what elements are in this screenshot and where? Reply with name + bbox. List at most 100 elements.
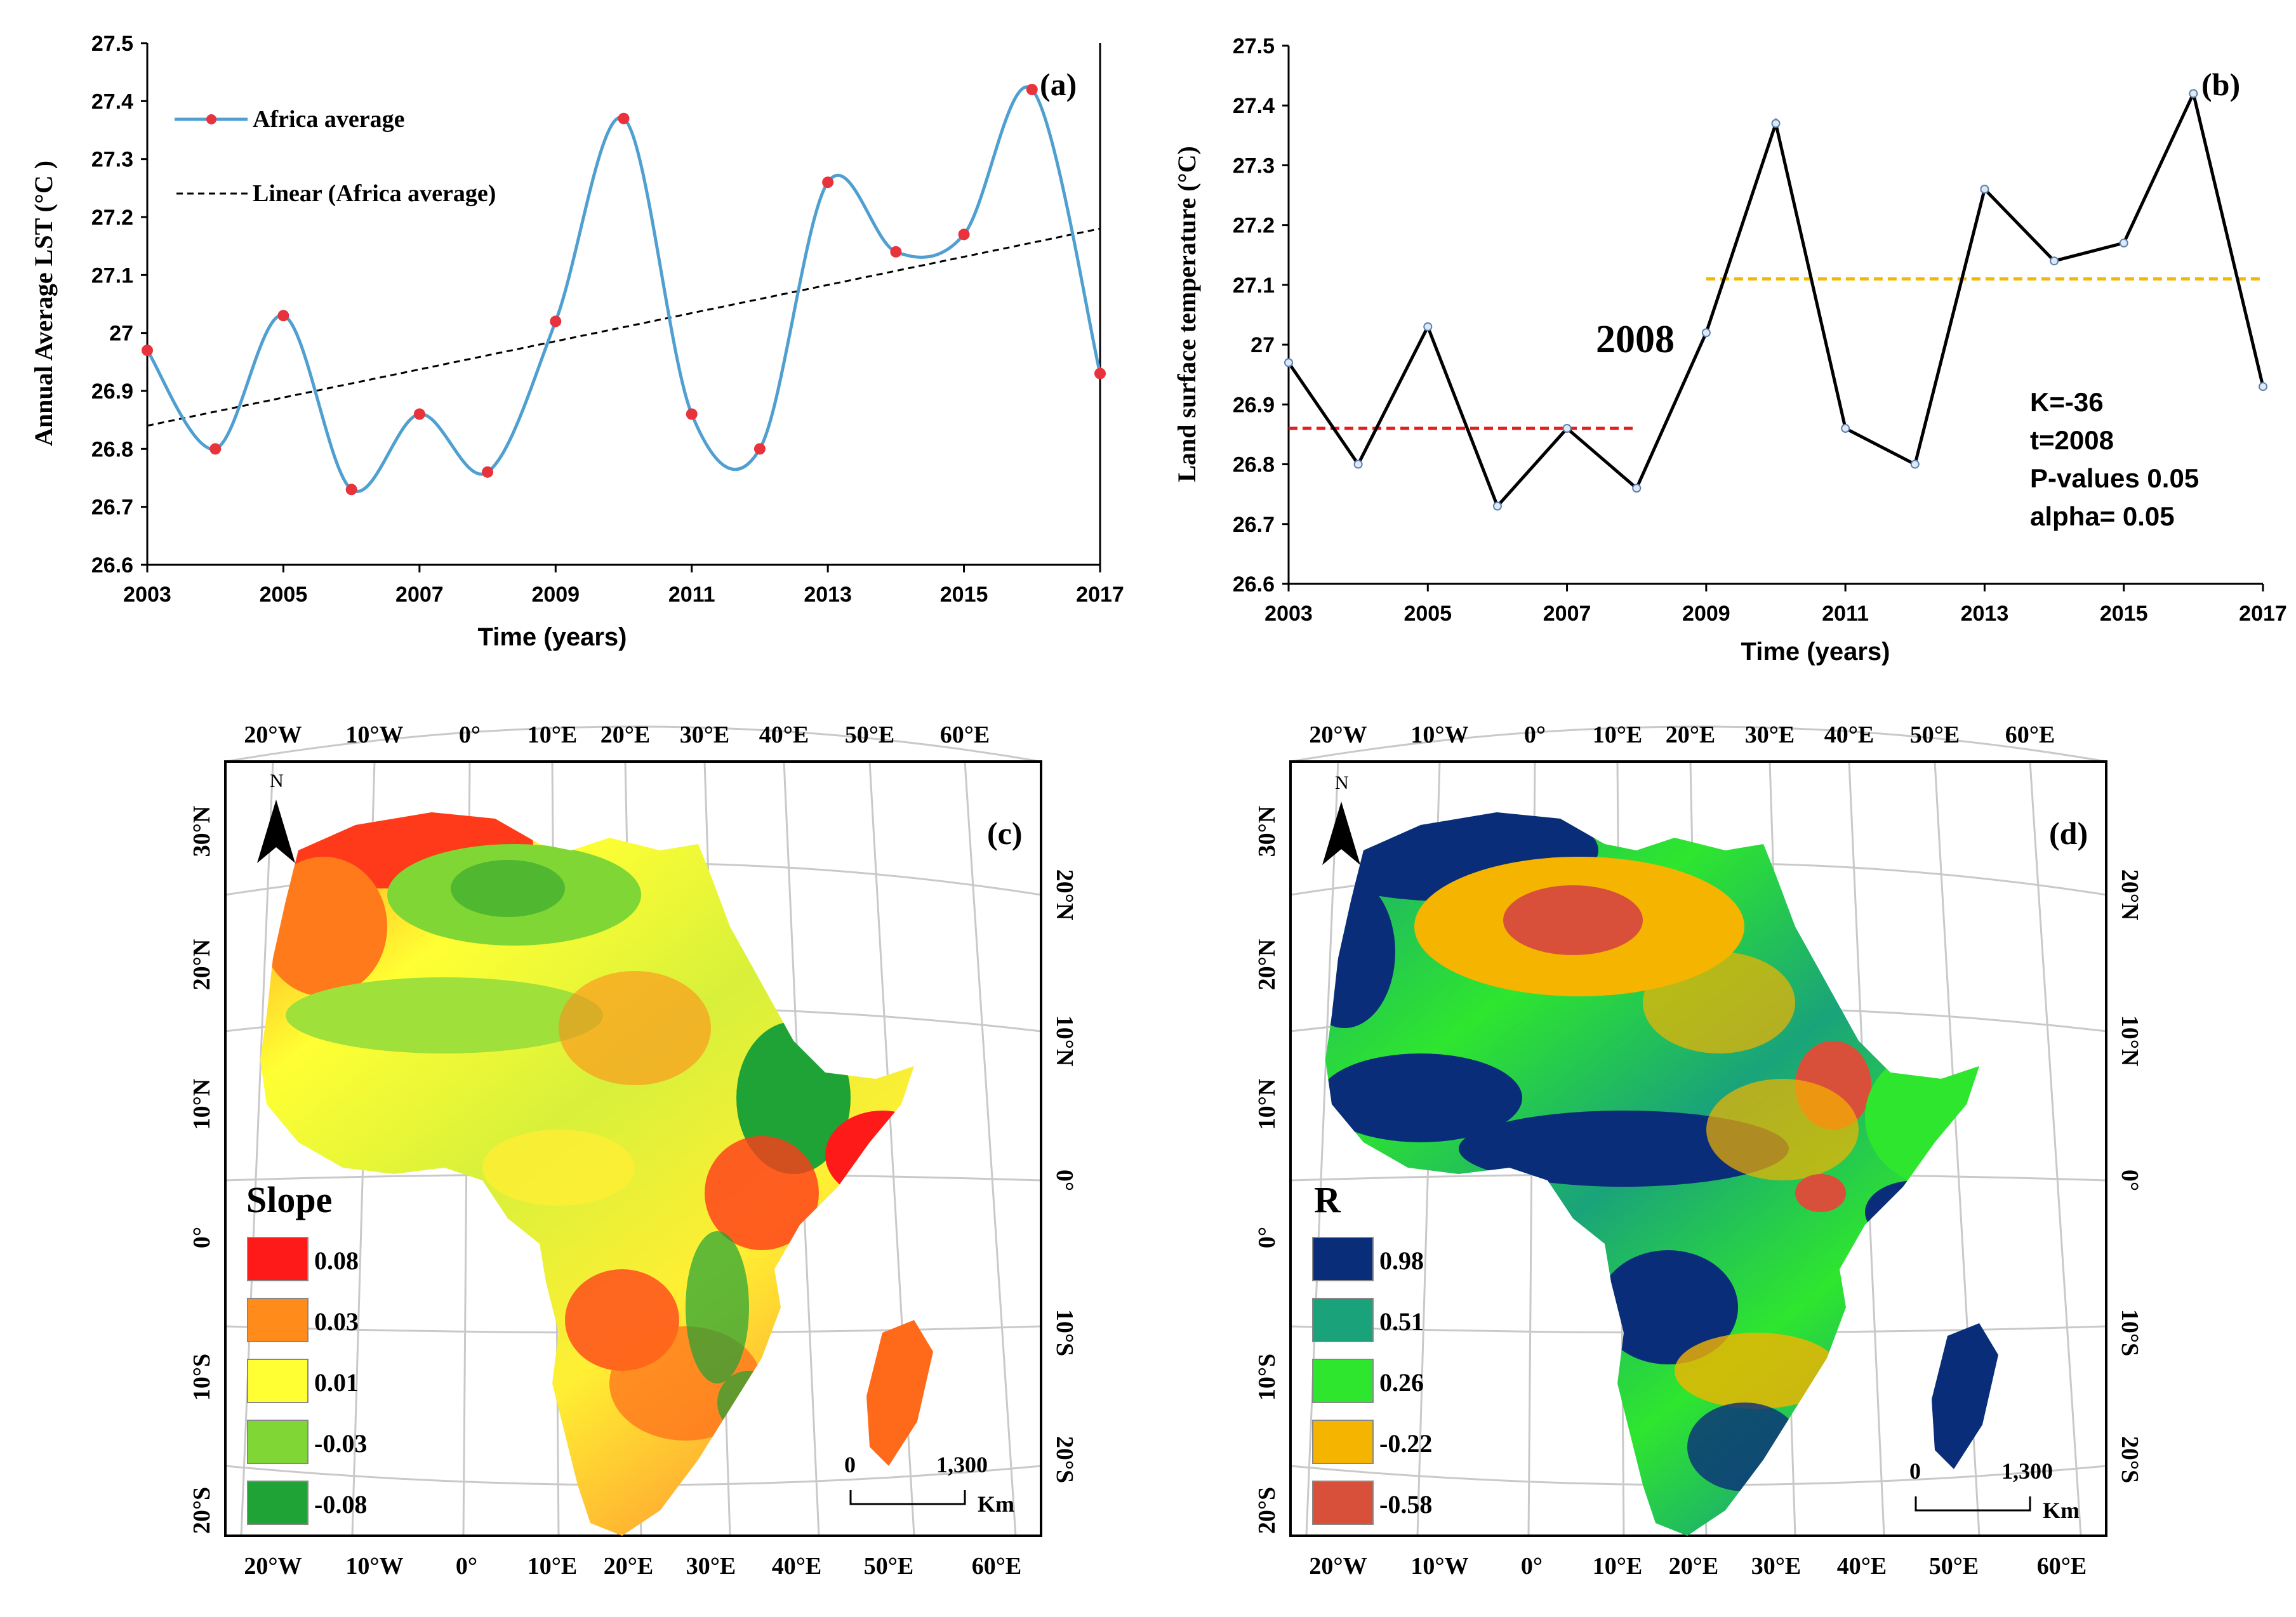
x-tick-label: 2009: [1682, 602, 1730, 626]
map-top-label: 40°E: [1824, 722, 1875, 748]
chart-a-y-ticks: 26.6 26.7 26.8 26.9 27 27.1 27.2 27.3 27.4 27.5: [91, 32, 147, 578]
svg-text:1,300: 1,300: [936, 1452, 988, 1477]
data-point: [1284, 358, 1293, 367]
map-bottom-label: 20°W: [1309, 1553, 1367, 1580]
map-d-scale-bar: 0 1,300 Km: [1909, 1458, 2080, 1523]
data-point: [277, 310, 289, 322]
data-point: [209, 443, 222, 455]
map-c: N (c) 20°W 10°W 0° 10°E 20°E 30°E 40°E 50°E 60°E…: [189, 722, 1078, 1580]
map-d-frame: [1289, 760, 2107, 1537]
map-bottom-label: 10°E: [1593, 1553, 1643, 1580]
legend-label-linear: Linear (Africa average): [253, 180, 496, 207]
data-point: [1492, 501, 1502, 511]
data-point: [1094, 367, 1106, 380]
y-tick-label: 27.2: [1233, 214, 1275, 238]
map-left-label: 20°N: [189, 939, 215, 991]
y-tick-label: 27.5: [91, 32, 133, 56]
madagascar-d: [1932, 1323, 1998, 1469]
data-point: [1841, 424, 1850, 433]
map-left-label: 10°N: [189, 1079, 215, 1130]
map-top-label: 0°: [459, 722, 481, 748]
map-bottom-label: 10°W: [345, 1553, 403, 1580]
map-left-label: 30°N: [189, 806, 215, 857]
svg-text:N: N: [270, 770, 284, 791]
x-tick-label: 2013: [1961, 602, 2009, 626]
map-left-label: 10°S: [1254, 1354, 1280, 1401]
map-d: N (d) 20°W 10°W 0° 10°E 20°E 30°E 40°E 50°E 60°E…: [1254, 722, 2143, 1580]
map-right-label: 0°: [1051, 1170, 1078, 1191]
map-top-label: 20°E: [1666, 722, 1716, 748]
map-top-label: 50°E: [1910, 722, 1960, 748]
map-bottom-label: 50°E: [864, 1553, 914, 1580]
data-point: [142, 345, 153, 357]
data-point: [2119, 238, 2128, 248]
map-bottom-label: 0°: [456, 1553, 477, 1580]
chart-b-mean-lines: [1289, 277, 2263, 430]
panel-label-a: (a): [1040, 67, 1077, 102]
map-c-legend-title: Slope: [246, 1179, 332, 1220]
chart-a-trendline-group: [147, 227, 1101, 427]
x-tick-label: 2009: [531, 583, 580, 607]
y-tick-label: 27.3: [1233, 154, 1275, 178]
legend-label: 0.98: [1379, 1246, 1424, 1275]
map-top-label: 10°E: [528, 722, 578, 748]
map-left-label: 0°: [189, 1227, 215, 1248]
data-point: [1353, 459, 1363, 469]
map-top-label: 30°E: [1745, 722, 1795, 748]
legend-label: 0.08: [314, 1246, 359, 1275]
map-right-label: 20°S: [2116, 1436, 2143, 1483]
trendline: [147, 227, 1101, 427]
chart-a-x-axis-title: Time (years): [478, 623, 627, 651]
map-right-label: 10°N: [2116, 1015, 2143, 1067]
map-c-top-labels: 20°W 10°W 0° 10°E 20°E 30°E 40°E 50°E 60°E: [244, 722, 990, 748]
x-tick-label: 2017: [2239, 602, 2287, 626]
y-tick-label: 26.8: [91, 437, 133, 461]
chart-a-legend: Africa average Linear (Africa average): [175, 106, 496, 207]
x-tick-label: 2005: [1403, 602, 1452, 626]
data-point: [822, 176, 834, 188]
legend-swatch: [1312, 1481, 1374, 1525]
map-bottom-label: 50°E: [1929, 1553, 1979, 1580]
map-bottom-label: 20°E: [604, 1553, 654, 1580]
data-point: [1701, 328, 1711, 338]
map-d-bottom-labels: 20°W 10°W 0° 10°E 20°E 30°E 40°E 50°E 60°E: [1309, 1553, 2087, 1580]
map-right-label: 10°N: [1051, 1015, 1078, 1067]
map-c-north-arrow: N: [257, 770, 295, 863]
map-d-top-labels: 20°W 10°W 0° 10°E 20°E 30°E 40°E 50°E 60°E: [1309, 722, 2055, 748]
y-tick-label: 27.4: [1233, 94, 1275, 118]
svg-text:N: N: [1335, 772, 1349, 793]
map-top-label: 10°E: [1593, 722, 1643, 748]
map-left-label: 10°N: [1254, 1079, 1280, 1130]
svg-text:Km: Km: [2043, 1498, 2080, 1523]
y-tick-label: 27.1: [91, 263, 133, 287]
y-tick-label: 27: [109, 322, 133, 346]
map-top-label: 0°: [1524, 722, 1546, 748]
legend-swatch: [1312, 1237, 1374, 1281]
map-bottom-label: 0°: [1521, 1553, 1543, 1580]
chart-a-series-group: [145, 85, 1102, 493]
map-right-label: 20°N: [2116, 869, 2143, 921]
legend-marker-africa-average: [206, 114, 216, 124]
y-tick-label: 26.7: [1233, 513, 1275, 537]
stat-alpha: alpha= 0.05: [2030, 501, 2175, 531]
x-tick-label: 2003: [123, 583, 171, 607]
data-point: [1632, 484, 1642, 493]
map-left-label: 20°S: [1254, 1487, 1280, 1534]
x-tick-label: 2013: [804, 583, 852, 607]
legend-swatch: [247, 1481, 309, 1525]
x-tick-label: 2015: [940, 583, 988, 607]
svg-text:0: 0: [1909, 1458, 1921, 1484]
y-tick-label: 26.9: [91, 380, 133, 404]
data-point: [1980, 185, 1989, 194]
x-tick-label: 2007: [395, 583, 444, 607]
x-tick-label: 2011: [1822, 602, 1869, 626]
legend-swatch: [247, 1420, 309, 1464]
map-right-label: 20°S: [1051, 1436, 1078, 1483]
data-point: [1771, 119, 1781, 128]
y-tick-label: 27.4: [91, 89, 133, 114]
map-bottom-label: 20°W: [244, 1553, 302, 1580]
y-tick-label: 26.6: [1233, 572, 1275, 597]
chart-b-series-group: [1287, 88, 2265, 510]
chart-b-x-ticks: 2003 2005 2007 2009 2011 2013 2015 2017: [1264, 584, 2287, 626]
map-d-legend-title: R: [1314, 1179, 1341, 1220]
